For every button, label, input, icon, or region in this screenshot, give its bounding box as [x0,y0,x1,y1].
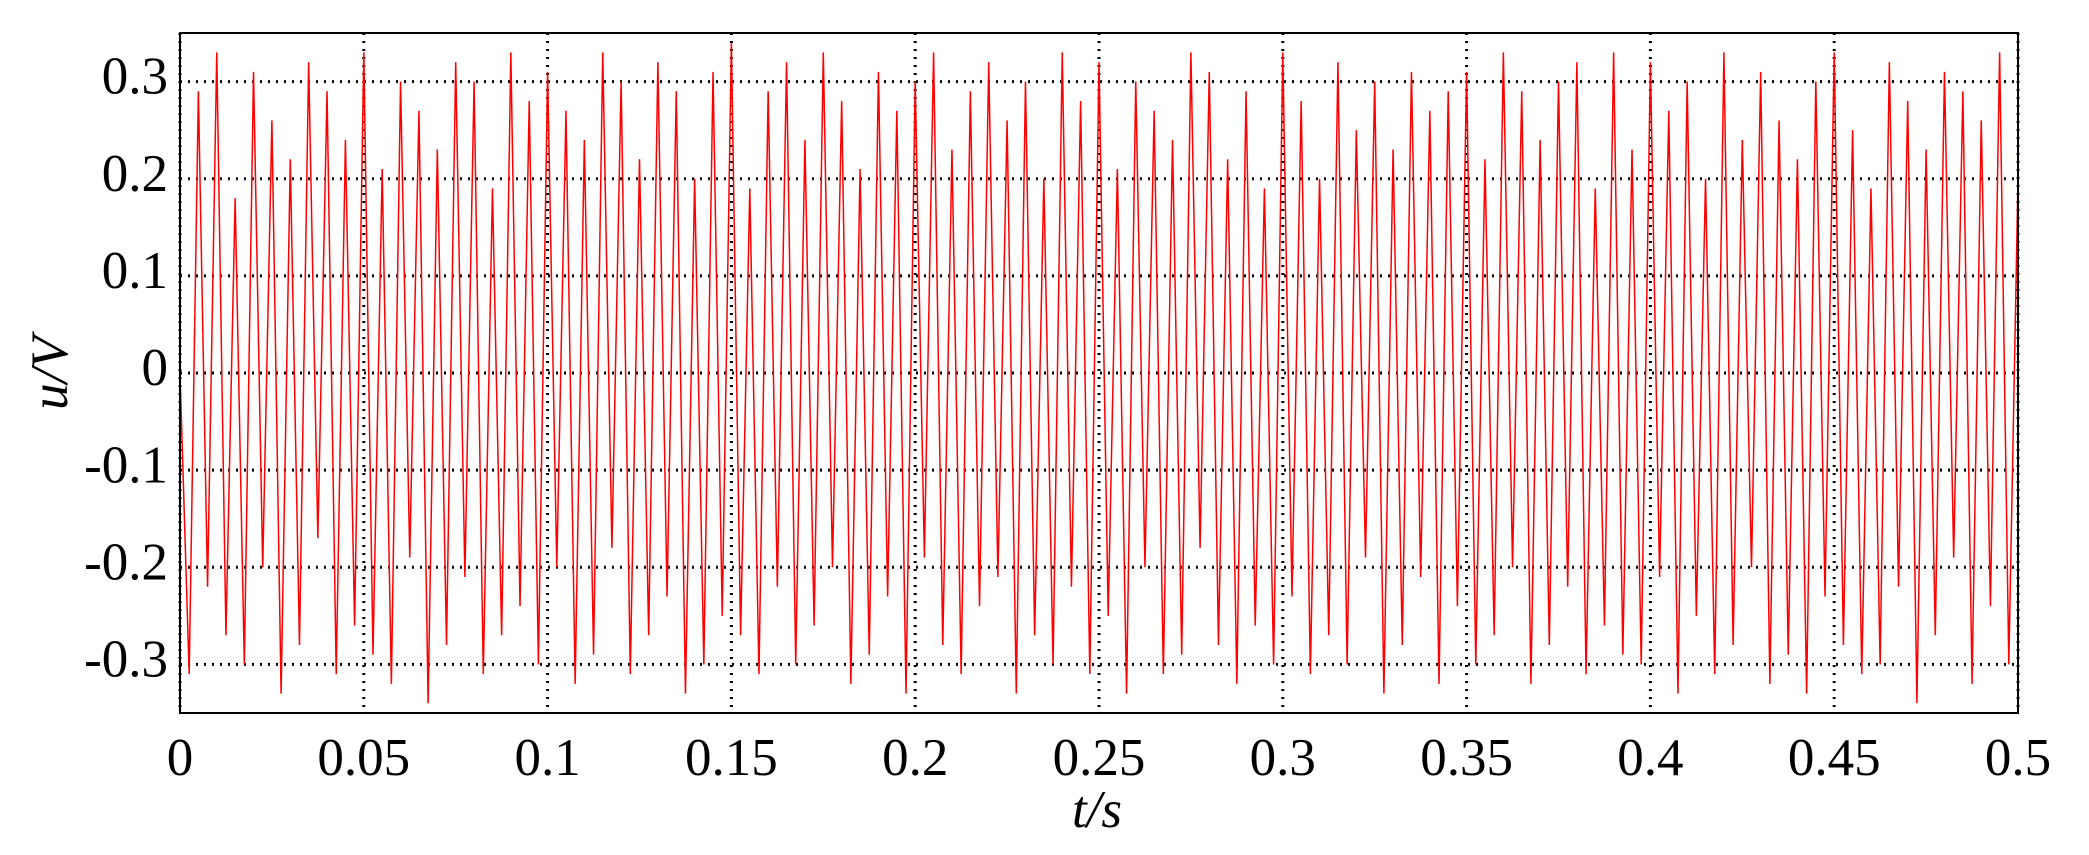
y-tick-label: -0.3 [84,631,168,689]
x-tick-label: 0.2 [882,729,948,787]
x-tick-label: 0.25 [1053,729,1146,787]
x-tick-label: 0.4 [1617,729,1683,787]
y-tick-label: -0.2 [84,533,168,591]
signal-line [179,42,2019,704]
y-tick-label: -0.1 [84,436,168,494]
x-tick-label: 0.3 [1250,729,1316,787]
y-tick-label: 0 [142,339,169,397]
x-tick-label: 0.1 [514,729,580,787]
x-axis-title: t/s [1072,781,1122,839]
x-tick-label: 0 [167,729,194,787]
x-tick-label: 0.35 [1420,729,1513,787]
x-tick-label: 0.45 [1788,729,1881,787]
y-tick-label: 0.1 [102,242,168,300]
y-tick-label: 0.3 [102,48,168,106]
x-tick-label: 0.05 [317,729,410,787]
y-axis-title: u/V [21,331,79,410]
x-tick-label: 0.15 [685,729,778,787]
plot-frame [179,32,2019,714]
y-tick-label: 0.2 [102,145,168,203]
x-tick-label: 0.5 [1985,729,2051,787]
